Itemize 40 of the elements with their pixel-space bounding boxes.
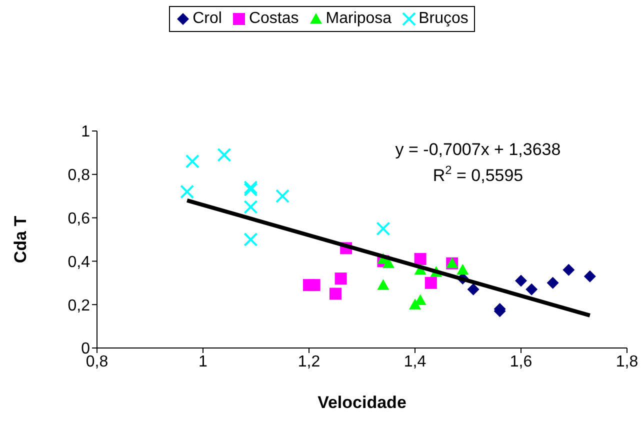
- x-tick-label: 1,4: [404, 353, 426, 370]
- point: [515, 274, 527, 287]
- point: [244, 180, 258, 194]
- point: [180, 184, 194, 199]
- point: [244, 182, 258, 197]
- point: [276, 189, 290, 204]
- point: [376, 222, 390, 236]
- point: [334, 272, 347, 285]
- y-tick-label: 0,4: [68, 254, 90, 271]
- legend-label: Crol: [192, 10, 222, 28]
- legend-label: Bruços: [418, 10, 468, 28]
- annotation: y = -0,7007x + 1,3638: [395, 140, 561, 159]
- point: [244, 232, 258, 246]
- y-axis-title: Cda T: [11, 215, 30, 264]
- y-tick-label: 0,2: [68, 297, 90, 314]
- annotation: R$^{2}$ = 0,5595: [432, 163, 524, 185]
- legend-label: Costas: [248, 10, 299, 28]
- x-tick-label: 1: [198, 353, 208, 370]
- legend-label: Mariposa: [326, 10, 392, 28]
- x-axis-title: Velocidade: [318, 393, 406, 412]
- y-tick-label: 0,6: [68, 210, 90, 228]
- point: [562, 264, 575, 276]
- point: [456, 264, 469, 275]
- point: [546, 276, 559, 289]
- point: [185, 154, 200, 168]
- point: [526, 283, 538, 296]
- point: [330, 288, 342, 300]
- point: [244, 200, 258, 214]
- point: [424, 276, 437, 289]
- point: [308, 279, 320, 292]
- y-tick-label: 0,8: [68, 167, 90, 184]
- point: [414, 253, 426, 266]
- x-tick-label: 1,6: [510, 353, 532, 370]
- x-tick-label: 1,8: [616, 353, 638, 370]
- point: [377, 279, 390, 290]
- point: [584, 270, 596, 282]
- point: [467, 283, 480, 296]
- y-tick-label: 1: [81, 124, 90, 141]
- point: [217, 148, 232, 162]
- x-tick-label: 1,2: [298, 353, 320, 370]
